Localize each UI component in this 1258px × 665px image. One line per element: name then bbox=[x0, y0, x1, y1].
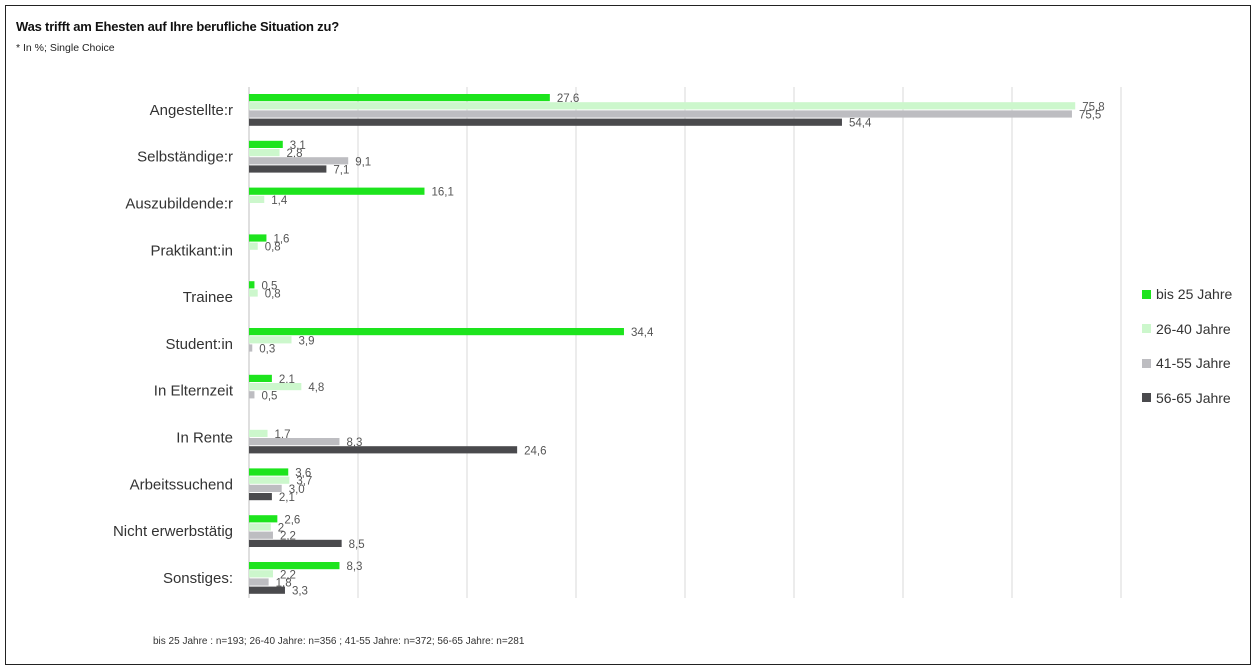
data-label: 75,5 bbox=[1079, 110, 1101, 122]
bar bbox=[249, 140, 283, 148]
category-label: Sonstiges: bbox=[163, 570, 233, 587]
bar bbox=[249, 446, 518, 454]
bar bbox=[249, 539, 342, 547]
bar bbox=[249, 484, 282, 492]
data-label: 3,6 bbox=[295, 468, 311, 480]
bar bbox=[249, 110, 1072, 118]
data-label: 2,6 bbox=[284, 514, 300, 526]
bar bbox=[249, 586, 285, 594]
bar bbox=[249, 94, 550, 102]
bar bbox=[249, 468, 289, 476]
category-label: Praktikant:in bbox=[150, 242, 233, 259]
bar bbox=[249, 157, 349, 165]
data-label: 75,8 bbox=[1082, 101, 1104, 113]
data-label: 2,1 bbox=[279, 374, 295, 386]
data-label: 0,5 bbox=[261, 390, 277, 402]
bar bbox=[249, 562, 340, 570]
data-label: 2,2 bbox=[280, 569, 296, 581]
data-label: 1,8 bbox=[276, 578, 292, 590]
bar bbox=[249, 578, 269, 586]
data-label: 9,1 bbox=[355, 156, 371, 168]
bar bbox=[249, 476, 290, 484]
legend: bis 25 Jahre 26-40 Jahre 41-55 Jahre 56-… bbox=[1142, 277, 1232, 415]
legend-item: 41-55 Jahre bbox=[1142, 346, 1232, 381]
data-label: 0,5 bbox=[261, 280, 277, 292]
legend-swatch bbox=[1142, 289, 1151, 299]
category-label: Angestellte:r bbox=[150, 102, 233, 119]
data-label: 1,4 bbox=[271, 195, 288, 207]
data-label: 3,9 bbox=[299, 335, 315, 347]
bar bbox=[249, 187, 425, 195]
data-label: 34,4 bbox=[631, 327, 654, 339]
bar bbox=[249, 336, 292, 344]
legend-item: 56-65 Jahre bbox=[1142, 381, 1232, 416]
bar bbox=[249, 383, 302, 391]
data-label: 8,3 bbox=[346, 561, 362, 573]
bar bbox=[249, 242, 258, 250]
bar bbox=[249, 118, 842, 126]
category-label: In Rente bbox=[176, 430, 233, 447]
bar bbox=[249, 289, 258, 297]
bar bbox=[249, 391, 255, 399]
legend-label: 41-55 Jahre bbox=[1156, 355, 1231, 372]
bar bbox=[249, 429, 268, 437]
data-label: 0,3 bbox=[259, 344, 275, 356]
data-label: 24,6 bbox=[524, 445, 546, 457]
category-label: Auszubildende:r bbox=[125, 196, 233, 213]
legend-label: bis 25 Jahre bbox=[1156, 286, 1233, 303]
legend-label: 26-40 Jahre bbox=[1156, 320, 1231, 337]
bar bbox=[249, 102, 1076, 110]
legend-item: 26-40 Jahre bbox=[1142, 312, 1232, 347]
bar bbox=[249, 195, 265, 203]
chart-title: Was trifft am Ehesten auf Ihre beruflich… bbox=[16, 19, 339, 34]
bar bbox=[249, 165, 327, 173]
data-label: 3,7 bbox=[296, 476, 312, 488]
sample-size-note: bis 25 Jahre : n=193; 26-40 Jahre: n=356… bbox=[153, 636, 525, 647]
bar bbox=[249, 281, 255, 289]
bar bbox=[249, 149, 280, 157]
legend-swatch bbox=[1142, 393, 1151, 403]
data-label: 7,1 bbox=[333, 165, 349, 177]
data-label: 3,1 bbox=[290, 140, 306, 152]
legend-swatch bbox=[1142, 358, 1151, 368]
bar bbox=[249, 523, 271, 531]
data-label: 8,3 bbox=[346, 437, 362, 449]
data-label: 3,3 bbox=[292, 586, 308, 598]
category-label: Student:in bbox=[165, 336, 233, 353]
bar bbox=[249, 570, 273, 578]
data-label: 3,0 bbox=[289, 484, 305, 496]
bar bbox=[249, 515, 278, 523]
bar bbox=[249, 493, 272, 501]
category-label: Trainee bbox=[183, 289, 233, 306]
bar bbox=[249, 531, 273, 539]
category-label: In Elternzeit bbox=[154, 383, 234, 400]
legend-label: 56-65 Jahre bbox=[1156, 389, 1231, 406]
data-label: 0,8 bbox=[265, 242, 281, 254]
data-label: 2 bbox=[278, 523, 284, 535]
bar bbox=[249, 328, 624, 336]
category-label: Nicht erwerbstätig bbox=[113, 523, 233, 540]
category-label: Selbständige:r bbox=[137, 149, 233, 166]
category-label: Arbeitssuchend bbox=[130, 476, 233, 493]
data-label: 4,8 bbox=[308, 382, 324, 394]
data-label: 27,6 bbox=[557, 93, 579, 105]
legend-swatch bbox=[1142, 324, 1151, 334]
chart-subtitle: * In %; Single Choice bbox=[16, 42, 115, 54]
bar bbox=[249, 344, 253, 352]
data-label: 8,5 bbox=[349, 539, 365, 551]
data-label: 2,8 bbox=[287, 148, 303, 160]
data-label: 1,6 bbox=[273, 234, 289, 246]
bar bbox=[249, 234, 267, 242]
bar bbox=[249, 438, 340, 446]
data-label: 1,7 bbox=[275, 429, 291, 441]
data-label: 0,8 bbox=[265, 289, 281, 301]
data-label: 54,4 bbox=[849, 118, 872, 130]
legend-item: bis 25 Jahre bbox=[1142, 277, 1232, 312]
data-label: 2,2 bbox=[280, 531, 296, 543]
bar bbox=[249, 374, 272, 382]
data-label: 2,1 bbox=[279, 492, 295, 504]
data-label: 16,1 bbox=[431, 187, 453, 199]
